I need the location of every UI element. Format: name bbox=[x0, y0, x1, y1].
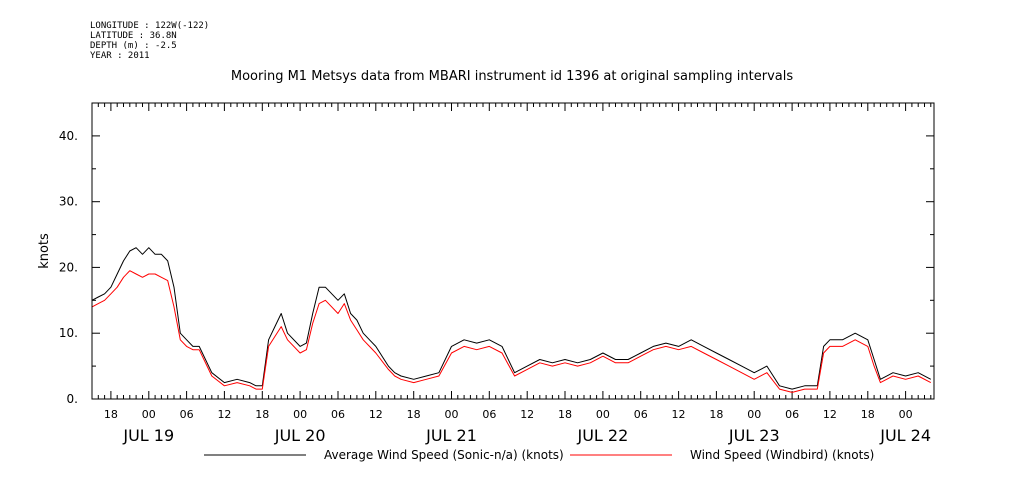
x-date-label: JUL 22 bbox=[576, 426, 628, 445]
x-tick-label: 06 bbox=[180, 408, 194, 421]
legend: Average Wind Speed (Sonic-n/a) (knots) W… bbox=[204, 448, 874, 462]
y-tick-label: 20. bbox=[59, 260, 78, 274]
x-date-label: JUL 24 bbox=[879, 426, 931, 445]
y-tick-label: 40. bbox=[59, 129, 78, 143]
series-line-0 bbox=[91, 247, 932, 390]
x-tick-label: 06 bbox=[331, 408, 345, 421]
x-tick-label: 12 bbox=[217, 408, 231, 421]
chart-title: Mooring M1 Metsys data from MBARI instru… bbox=[231, 69, 793, 84]
x-tick-label: 00 bbox=[747, 408, 761, 421]
x-tick-label: 00 bbox=[142, 408, 156, 421]
x-date-label: JUL 21 bbox=[425, 426, 477, 445]
x-tick-label: 12 bbox=[672, 408, 686, 421]
x-tick-label: 06 bbox=[482, 408, 496, 421]
meta-longitude: LONGITUDE : 122W(-122) bbox=[90, 21, 210, 31]
y-axis-label: knots bbox=[37, 233, 52, 269]
x-tick-label: 12 bbox=[823, 408, 837, 421]
series-line-1 bbox=[91, 270, 932, 393]
x-tick-label: 06 bbox=[785, 408, 799, 421]
x-tick-label: 06 bbox=[634, 408, 648, 421]
x-tick-label: 00 bbox=[899, 408, 913, 421]
x-tick-label: 12 bbox=[369, 408, 383, 421]
meta-depth: DEPTH (m) : -2.5 bbox=[90, 41, 177, 51]
tick-labels: 0. 10. 20. 30. 40. 18 00 06 12 18 00 06 12 18 00 06 12 18… bbox=[59, 129, 931, 445]
x-tick-label: 00 bbox=[596, 408, 610, 421]
legend-label-windbird: Wind Speed (Windbird) (knots) bbox=[690, 448, 874, 462]
x-tick-label: 18 bbox=[407, 408, 421, 421]
meta-year: YEAR : 2011 bbox=[90, 51, 150, 61]
legend-label-sonic: Average Wind Speed (Sonic-n/a) (knots) bbox=[324, 448, 564, 462]
axis-ticks bbox=[91, 102, 934, 400]
x-tick-label: 18 bbox=[709, 408, 723, 421]
meta-latitude: LATITUDE : 36.8N bbox=[90, 31, 177, 41]
plot-frame bbox=[91, 102, 935, 400]
y-tick-label: 10. bbox=[59, 326, 78, 340]
x-date-label: JUL 23 bbox=[728, 426, 780, 445]
x-tick-label: 00 bbox=[445, 408, 459, 421]
x-tick-label: 18 bbox=[558, 408, 572, 421]
y-tick-label: 0. bbox=[67, 392, 78, 406]
x-tick-label: 18 bbox=[104, 408, 118, 421]
x-tick-label: 12 bbox=[520, 408, 534, 421]
series-lines bbox=[91, 247, 932, 393]
x-date-label: JUL 19 bbox=[122, 426, 174, 445]
x-tick-label: 00 bbox=[293, 408, 307, 421]
y-tick-label: 30. bbox=[59, 195, 78, 209]
x-tick-label: 18 bbox=[861, 408, 875, 421]
x-tick-label: 18 bbox=[255, 408, 269, 421]
x-date-label: JUL 20 bbox=[274, 426, 326, 445]
